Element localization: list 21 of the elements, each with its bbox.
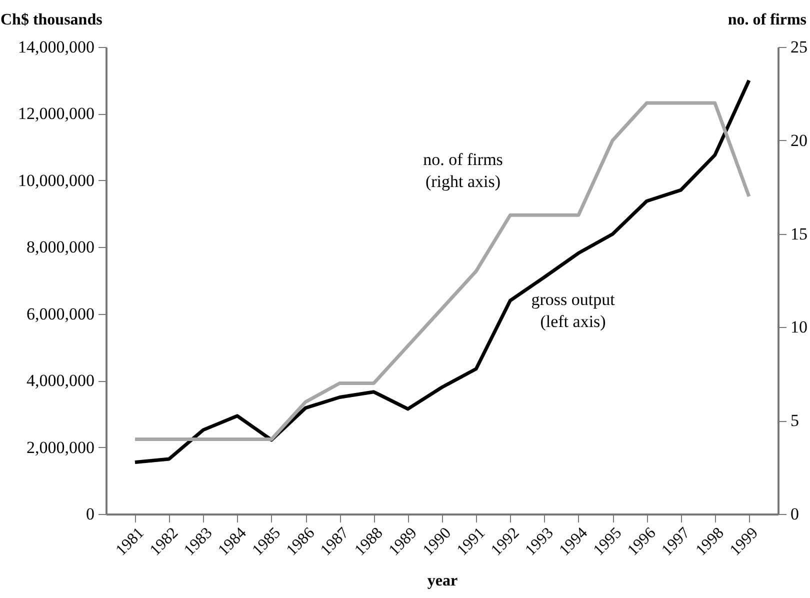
y2-tick-label: 0	[790, 504, 799, 524]
y-tick-label: 2,000,000	[26, 438, 94, 457]
x-tick-label: 1991	[454, 524, 489, 560]
y2-tick-label: 15	[790, 224, 808, 244]
y-tick-label: 8,000,000	[26, 238, 94, 257]
series-label: gross output (left axis)	[531, 290, 616, 331]
y-tick-label: 12,000,000	[18, 104, 94, 124]
x-tick-label: 1981	[112, 524, 148, 560]
y2-tick-label: 20	[790, 130, 808, 150]
y-tick-label: 14,000,000	[18, 38, 94, 56]
y2-axis-title: no. of firms	[728, 12, 806, 28]
y-axis-title: Ch$ thousands	[0, 12, 102, 28]
y-tick-label: 4,000,000	[26, 371, 94, 390]
y2-tick-label: 25	[790, 38, 808, 56]
y2-tick-label: 5	[790, 411, 799, 430]
y-tick-label: 6,000,000	[26, 304, 94, 324]
y-tick-label: 0	[86, 504, 94, 524]
y-tick-label: 10,000,000	[18, 170, 94, 190]
y2-tick-label: 10	[790, 318, 808, 337]
series-label: no. of firms (right axis)	[423, 150, 503, 191]
x-axis-title: year	[427, 572, 458, 590]
